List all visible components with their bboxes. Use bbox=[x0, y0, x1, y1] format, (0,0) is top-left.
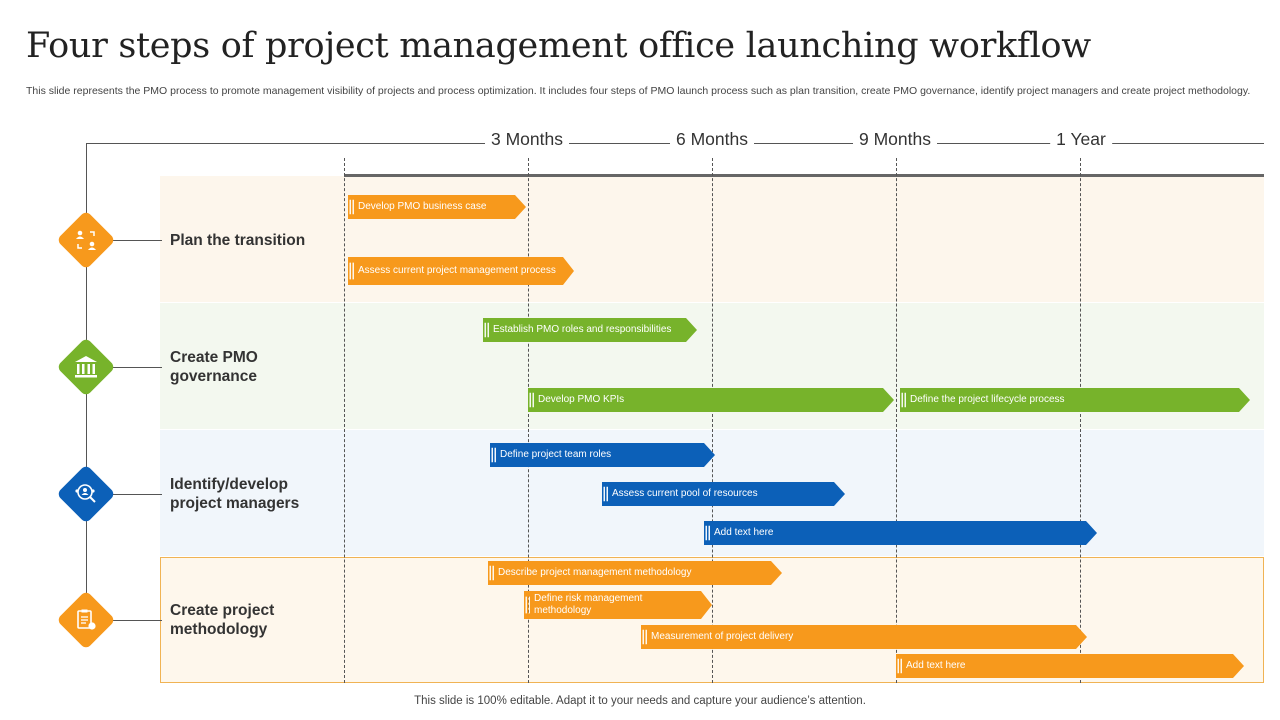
task-arrow: Describe project management methodology bbox=[488, 561, 782, 585]
task-arrow: Develop PMO KPIs bbox=[528, 388, 894, 412]
task-arrow: Add text here bbox=[704, 521, 1097, 545]
task-arrow: Establish PMO roles and responsibilities bbox=[483, 318, 697, 342]
stage-label-managers: Identify/develop project managers bbox=[170, 476, 300, 512]
stage-label-plan: Plan the transition bbox=[170, 232, 306, 249]
stage-label-methodology: Create project methodology bbox=[170, 602, 275, 638]
timeline-heavy-line bbox=[344, 174, 1264, 177]
manager-search-icon bbox=[75, 484, 96, 503]
page-subtitle: This slide represents the PMO process to… bbox=[26, 85, 1251, 97]
page-footer: This slide is 100% editable. Adapt it to… bbox=[414, 695, 866, 707]
task-arrow: Define project team roles bbox=[490, 443, 715, 467]
task-arrow: Assess current project management proces… bbox=[348, 257, 574, 285]
grid-line-start bbox=[344, 158, 345, 683]
page-title: Four steps of project management office … bbox=[26, 26, 1091, 66]
timeline-label-3-months: 3 Months bbox=[485, 129, 569, 150]
task-arrow: Add text here bbox=[896, 654, 1244, 678]
grid-line-6-months bbox=[712, 158, 713, 683]
grid-line-9-months bbox=[896, 158, 897, 683]
task-arrow: Define the project lifecycle process bbox=[900, 388, 1250, 412]
people-transition-icon bbox=[76, 230, 96, 250]
task-arrow: Develop PMO business case bbox=[348, 195, 526, 219]
stage-connector-managers bbox=[112, 494, 162, 495]
timeline-label-9-months: 9 Months bbox=[853, 129, 937, 150]
stage-connector-governance bbox=[112, 367, 162, 368]
task-arrow: Define risk management methodology bbox=[524, 591, 712, 619]
grid-line-1-year bbox=[1080, 158, 1081, 683]
timeline-label-1-year: 1 Year bbox=[1050, 129, 1112, 150]
institution-building-icon bbox=[75, 356, 97, 378]
grid-line-3-months bbox=[528, 158, 529, 683]
stage-connector-plan bbox=[112, 240, 162, 241]
methodology-clipboard-icon bbox=[77, 609, 96, 630]
timeline-label-6-months: 6 Months bbox=[670, 129, 754, 150]
task-arrow: Assess current pool of resources bbox=[602, 482, 845, 506]
task-arrow: Measurement of project delivery bbox=[641, 625, 1087, 649]
stage-label-governance: Create PMO governance bbox=[170, 349, 258, 385]
stage-connector-methodology bbox=[112, 620, 162, 621]
